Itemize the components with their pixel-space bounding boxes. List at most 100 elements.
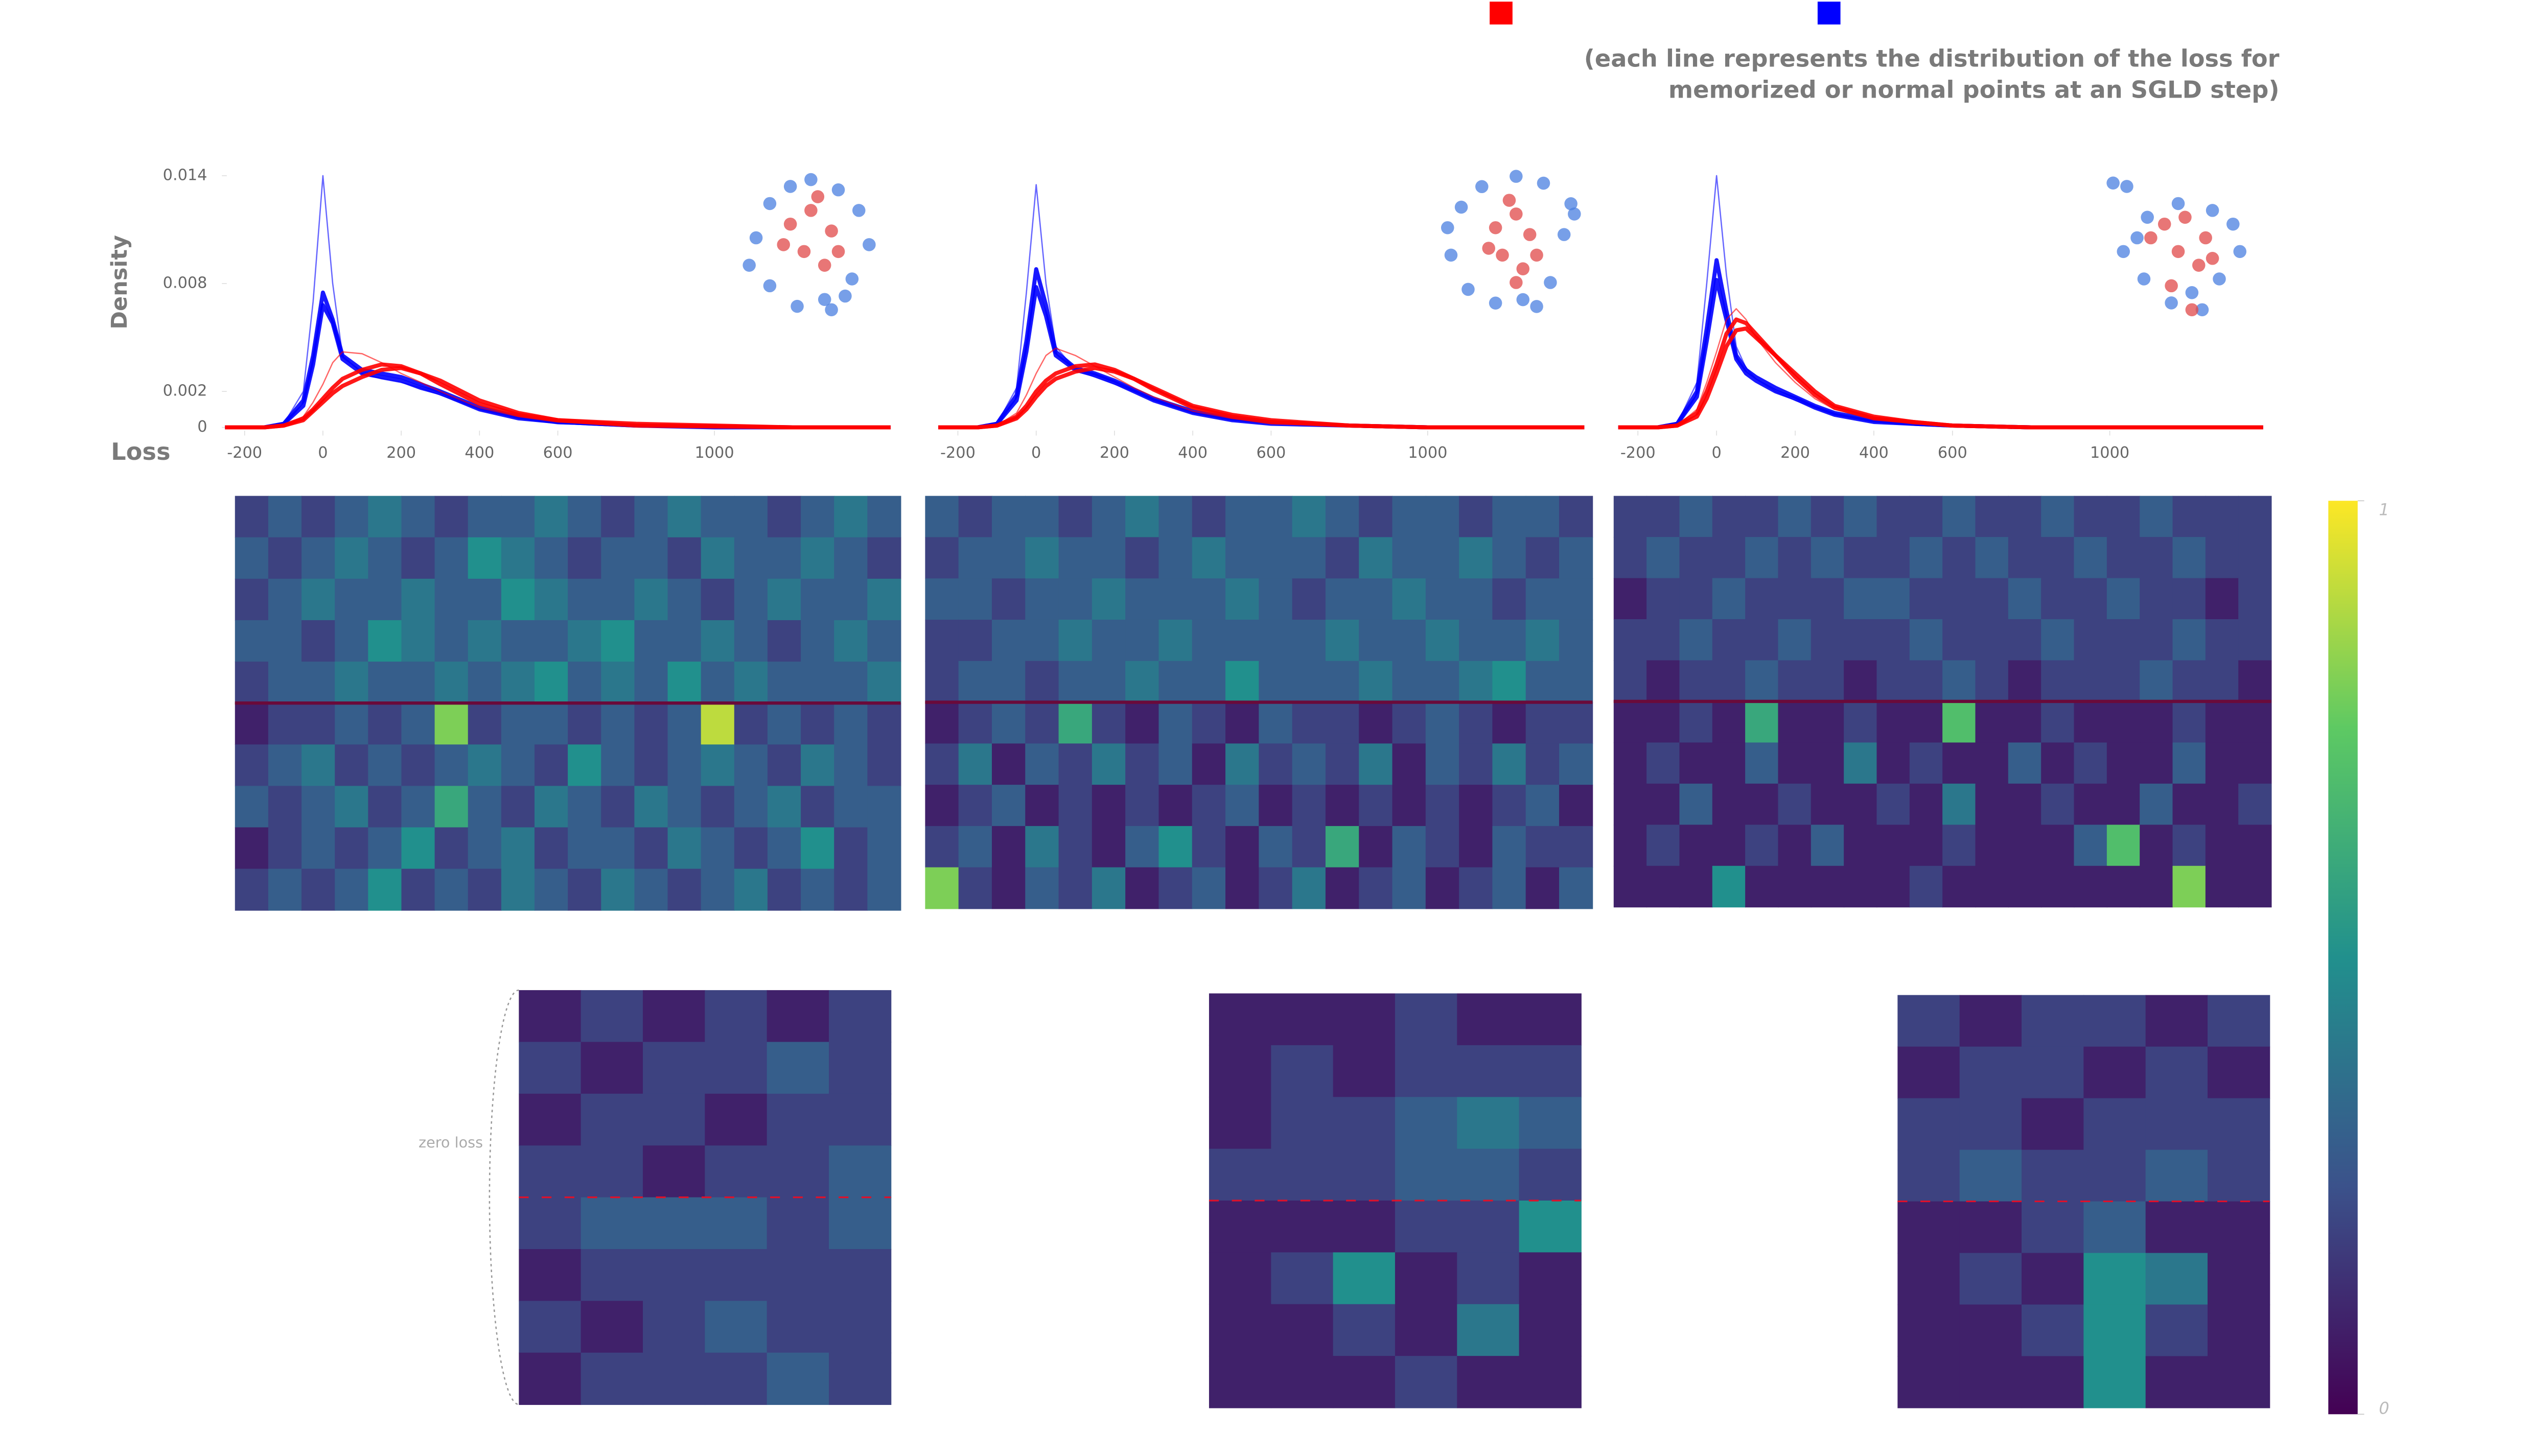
heatmap-cell	[401, 662, 435, 704]
heatmap-cell	[1745, 496, 1779, 538]
heatmap-cell	[1158, 867, 1193, 909]
heatmap-cell	[701, 744, 735, 787]
heatmap-cell	[767, 537, 802, 579]
heatmap-cell	[828, 1145, 892, 1198]
heatmap-cell	[643, 1249, 706, 1302]
heatmap-cell	[634, 578, 668, 621]
heatmap-cell	[581, 1249, 643, 1302]
heatmap-cell	[401, 537, 435, 579]
heatmap-cell	[767, 1197, 829, 1250]
heatmap-cell	[1844, 619, 1877, 661]
heatmap-cell	[767, 1249, 829, 1302]
heatmap-cell	[2083, 1253, 2146, 1305]
heatmap-cell	[235, 868, 269, 911]
heatmap-cell	[1125, 578, 1159, 620]
heatmap-cell	[634, 496, 668, 538]
heatmap-cell	[568, 620, 602, 663]
heatmap-cell	[1646, 660, 1680, 702]
heatmap-cell	[667, 827, 702, 870]
heatmap-cell	[2022, 1356, 2084, 1408]
heatmap-cell	[1259, 785, 1293, 827]
heatmap-cell	[2041, 660, 2075, 702]
heatmap-cell	[1092, 661, 1126, 703]
heatmap-cell	[734, 786, 768, 828]
heatmap-cell	[1259, 619, 1293, 662]
heatmap-cell	[1897, 1046, 1960, 1099]
heatmap-cell	[2238, 578, 2272, 620]
heatmap-cell	[335, 496, 369, 538]
heatmap-cell	[434, 578, 469, 621]
heatmap-cell	[1158, 578, 1193, 620]
embedding-point	[825, 303, 838, 317]
heatmap-cell	[1259, 661, 1293, 703]
heatmap-cell	[1942, 783, 1976, 826]
heatmap-cell	[2140, 619, 2173, 661]
heatmap-cell	[601, 578, 635, 621]
heatmap-cell	[667, 620, 702, 663]
heatmap-cell	[1712, 783, 1746, 826]
heatmap-cell	[1613, 865, 1648, 908]
heatmap-cell	[1225, 661, 1260, 703]
embedding-point	[2226, 217, 2240, 231]
heatmap-cell	[801, 744, 835, 787]
heatmap-cell	[368, 537, 402, 579]
colorbar-tick-label: 0	[2379, 1399, 2389, 1418]
heatmap-cell	[1058, 702, 1093, 744]
heatmap-cell	[2022, 1253, 2084, 1305]
heatmap-cell	[667, 868, 702, 911]
x-tick-label: 600	[543, 444, 573, 462]
heatmap-cell	[2083, 1046, 2146, 1099]
heatmap-cell	[1225, 578, 1260, 620]
heatmap-cell	[1025, 496, 1059, 538]
heatmap-cell	[1259, 867, 1293, 909]
heatmap-cell	[2207, 1149, 2270, 1202]
heatmap-cell	[1292, 578, 1326, 620]
heatmap-cell	[601, 827, 635, 870]
heatmap-cell	[2238, 783, 2272, 826]
heatmap-cell	[1646, 865, 1680, 908]
heatmap-cell	[2083, 995, 2146, 1047]
heatmap-cell	[1646, 701, 1680, 743]
heatmap-cell	[2041, 742, 2075, 784]
embedding-point	[1496, 248, 1509, 262]
embedding-point	[2144, 231, 2157, 245]
heatmap-cell	[1158, 496, 1193, 538]
heatmap-cell	[1909, 701, 1943, 743]
heatmap-cell	[468, 868, 502, 911]
heatmap-cell	[991, 496, 1026, 538]
heatmap-cell	[2106, 660, 2141, 702]
x-tick-label: 1000	[694, 444, 734, 462]
heatmap-cell	[2140, 742, 2173, 784]
heatmap-cell	[1897, 995, 1960, 1047]
heatmap-cell	[401, 578, 435, 621]
heatmap-cell	[1271, 1304, 1334, 1357]
heatmap-cell	[1092, 867, 1126, 909]
heatmap-cell	[1459, 743, 1493, 786]
heatmap-cell	[958, 702, 992, 744]
heatmap-cell	[1492, 702, 1526, 744]
heatmap-cell	[1897, 1201, 1960, 1254]
heatmap-cell	[1613, 701, 1648, 743]
heatmap-cell	[1844, 496, 1877, 538]
density-line	[938, 285, 1585, 430]
embedding-point	[1510, 276, 1523, 289]
heatmap-cell	[1395, 1045, 1458, 1098]
heatmap-cell	[368, 703, 402, 745]
embedding-point	[2106, 176, 2120, 190]
heatmap-cell	[958, 867, 992, 909]
heatmap-cell	[2041, 537, 2075, 579]
heatmap-cell	[2074, 783, 2107, 826]
heatmap-cell	[1613, 537, 1648, 579]
heatmap-cell	[301, 537, 336, 579]
heatmap-cell	[1058, 661, 1093, 703]
heatmap-cell	[767, 620, 802, 663]
heatmap-cell	[1778, 660, 1812, 702]
heatmap-cell	[1058, 619, 1093, 662]
heatmap-cell	[1811, 742, 1845, 784]
heatmap-cell	[2106, 742, 2141, 784]
heatmap-cell	[1395, 1356, 1458, 1408]
heatmap-cell	[2205, 783, 2239, 826]
heatmap-cell	[2008, 496, 2042, 538]
heatmap-cell	[1942, 660, 1976, 702]
heatmap-cell	[468, 620, 502, 663]
